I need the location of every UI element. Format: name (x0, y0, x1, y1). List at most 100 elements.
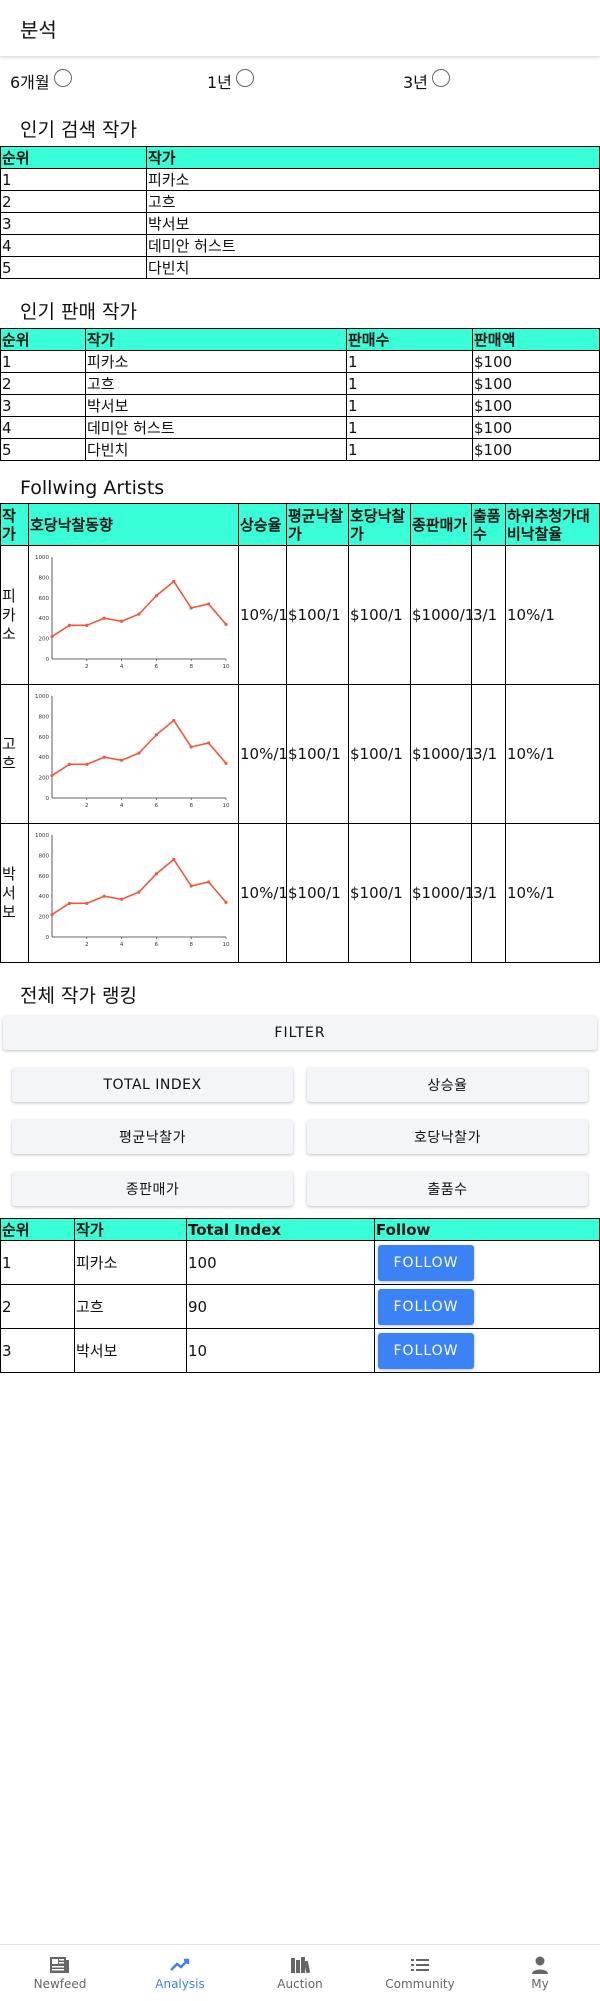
table-row[interactable]: 고흐 0 200 400 600 800 1000 2 4 6 8 10 10%/1 $100/1 … (0, 684, 600, 824)
data-point (102, 616, 106, 620)
y-tick-label: 600 (39, 735, 50, 741)
table-row[interactable]: 2 고흐 90 FOLLOW (0, 1284, 600, 1329)
data-point (85, 901, 89, 905)
x-tick-label: 8 (189, 803, 193, 809)
artist-name[interactable]: 박서보 (0, 823, 29, 963)
x-tick-label: 2 (85, 942, 89, 948)
artist-name[interactable]: 고흐 (0, 684, 29, 824)
nav-item-auction[interactable]: Auction (240, 1945, 360, 2001)
nav-item-community[interactable]: Community (360, 1945, 480, 2001)
table-row[interactable]: 박서보 0 200 400 600 800 1000 2 4 6 8 10 10%/1 $100/1… (0, 823, 600, 963)
sort-count-button[interactable]: 출품수 (307, 1172, 588, 1206)
sort-rise-button[interactable]: 상승율 (307, 1068, 588, 1102)
data-point (67, 901, 71, 905)
data-point (120, 619, 124, 623)
y-tick-label: 0 (46, 796, 50, 802)
table-row[interactable]: 4 데미안 허스트 (0, 234, 600, 257)
follow-button[interactable]: FOLLOW (378, 1244, 474, 1281)
data-point (85, 762, 89, 766)
data-point (102, 755, 106, 759)
table-row[interactable]: 3 박서보 1 $100 (0, 394, 600, 417)
filter-button[interactable]: FILTER (3, 1016, 597, 1050)
ranking-table: 순위 작가 Total Index Follow 1 피카소 100 FOLLO… (0, 1218, 600, 1373)
x-tick-label: 4 (120, 664, 124, 670)
series-line (51, 858, 227, 916)
x-tick-label: 2 (85, 803, 89, 809)
x-tick-label: 6 (155, 664, 159, 670)
table-header: Total Index (186, 1218, 375, 1241)
data-point (85, 623, 89, 627)
artist-name[interactable]: 피카소 (0, 545, 29, 685)
following-title: Follwing Artists (20, 477, 165, 499)
table-row[interactable]: 피카소 0 200 400 600 800 1000 2 4 6 8 10 10%/1 $100/1… (0, 545, 600, 685)
period-option-3y[interactable]: 3년 (403, 69, 450, 93)
y-tick-label: 1000 (35, 694, 49, 700)
table-header: 순위 (0, 328, 86, 351)
data-point (120, 897, 124, 901)
table-row[interactable]: 4 데미안 허스트 1 $100 (0, 416, 600, 439)
popular-search-title: 인기 검색 작가 (20, 119, 137, 141)
radio-1y[interactable] (235, 69, 254, 87)
data-point (172, 857, 176, 862)
data-point (189, 745, 193, 749)
trend-chart: 0 200 400 600 800 1000 2 4 6 8 10 (35, 833, 230, 948)
data-point (189, 606, 193, 610)
table-header: 평균낙찰가 (286, 503, 349, 546)
trend-chart: 0 200 400 600 800 1000 2 4 6 8 10 (35, 694, 230, 809)
table-row[interactable]: 3 박서보 (0, 212, 600, 235)
data-point (154, 733, 158, 737)
period-option-6m[interactable]: 6개월 (10, 69, 72, 93)
x-tick-label: 8 (189, 664, 193, 670)
x-tick-label: 10 (223, 942, 230, 948)
table-row[interactable]: 2 고흐 1 $100 (0, 372, 600, 395)
x-tick-label: 10 (223, 803, 230, 809)
radio-6m[interactable] (53, 69, 72, 87)
data-point (67, 762, 71, 766)
table-header: 순위 (0, 1218, 75, 1241)
radio-3y[interactable] (431, 69, 450, 87)
y-tick-label: 1000 (35, 555, 49, 561)
table-row[interactable]: 5 다빈치 (0, 256, 600, 279)
y-tick-label: 400 (39, 755, 50, 761)
table-header: 상승율 (238, 503, 287, 546)
x-tick-label: 4 (120, 942, 124, 948)
y-tick-label: 800 (39, 714, 50, 720)
sort-total-sales-button[interactable]: 종판매가 (12, 1172, 293, 1206)
table-header: 판매액 (472, 328, 600, 351)
data-point (172, 718, 176, 723)
sort-button-grid: TOTAL INDEX 상승율 평균낙찰가 호당낙찰가 종판매가 출품수 (0, 1050, 600, 1218)
nav-item-analysis[interactable]: Analysis (120, 1945, 240, 2001)
trend-chart-cell: 0 200 400 600 800 1000 2 4 6 8 10 (28, 684, 239, 824)
popular-sales-title: 인기 판매 작가 (20, 301, 137, 323)
x-tick-label: 8 (189, 942, 193, 948)
data-point (189, 884, 193, 888)
nav-item-newfeed[interactable]: Newfeed (0, 1945, 120, 2001)
y-tick-label: 800 (39, 575, 50, 581)
y-tick-label: 400 (39, 894, 50, 900)
series-line (51, 719, 227, 777)
sort-total-index-button[interactable]: TOTAL INDEX (12, 1068, 293, 1102)
table-row[interactable]: 2 고흐 (0, 190, 600, 213)
page-title: 분석 (20, 17, 57, 42)
sort-per-price-button[interactable]: 호당낙찰가 (307, 1120, 588, 1154)
x-tick-label: 4 (120, 803, 124, 809)
data-point (154, 594, 158, 598)
table-row[interactable]: 1 피카소 (0, 168, 600, 191)
following-table: 작가 호당낙찰동향 상승율 평균낙찰가 호당낙찰가 종판매가 출품수 하위추청가… (0, 503, 600, 963)
period-option-1y[interactable]: 1년 (207, 69, 254, 93)
follow-button[interactable]: FOLLOW (378, 1288, 474, 1325)
bottom-nav: Newfeed Analysis Auction Community My (0, 1944, 600, 2001)
table-row[interactable]: 3 박서보 10 FOLLOW (0, 1328, 600, 1373)
data-point (207, 880, 211, 884)
table-header: 판매수 (346, 328, 473, 351)
follow-button[interactable]: FOLLOW (378, 1332, 474, 1369)
data-point (207, 741, 211, 745)
sort-avg-price-button[interactable]: 평균낙찰가 (12, 1120, 293, 1154)
table-header: 호당낙찰동향 (28, 503, 239, 546)
y-tick-label: 200 (39, 776, 50, 782)
nav-item-my[interactable]: My (480, 1945, 600, 2001)
table-row[interactable]: 1 피카소 100 FOLLOW (0, 1240, 600, 1285)
data-point (137, 612, 141, 616)
table-row[interactable]: 1 피카소 1 $100 (0, 350, 600, 373)
table-row[interactable]: 5 다빈치 1 $100 (0, 438, 600, 461)
